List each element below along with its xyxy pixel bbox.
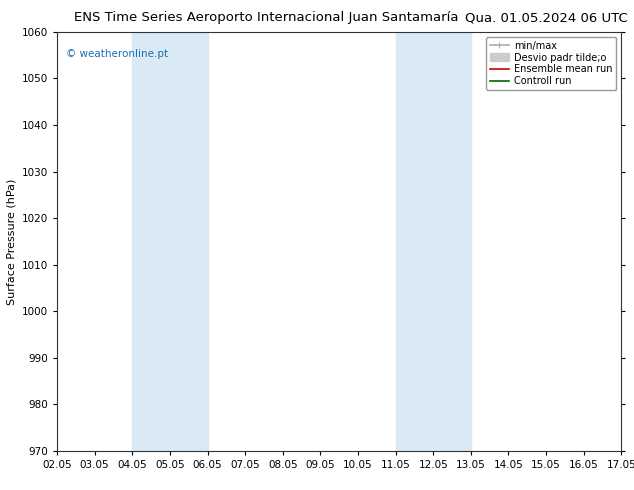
Text: © weatheronline.pt: © weatheronline.pt xyxy=(65,49,167,59)
Bar xyxy=(133,32,207,451)
Text: ENS Time Series Aeroporto Internacional Juan Santamaría: ENS Time Series Aeroporto Internacional … xyxy=(74,11,458,24)
Legend: min/max, Desvio padr tilde;o, Ensemble mean run, Controll run: min/max, Desvio padr tilde;o, Ensemble m… xyxy=(486,37,616,90)
Text: Qua. 01.05.2024 06 UTC: Qua. 01.05.2024 06 UTC xyxy=(465,11,628,24)
Y-axis label: Surface Pressure (hPa): Surface Pressure (hPa) xyxy=(6,178,16,304)
Bar xyxy=(396,32,471,451)
